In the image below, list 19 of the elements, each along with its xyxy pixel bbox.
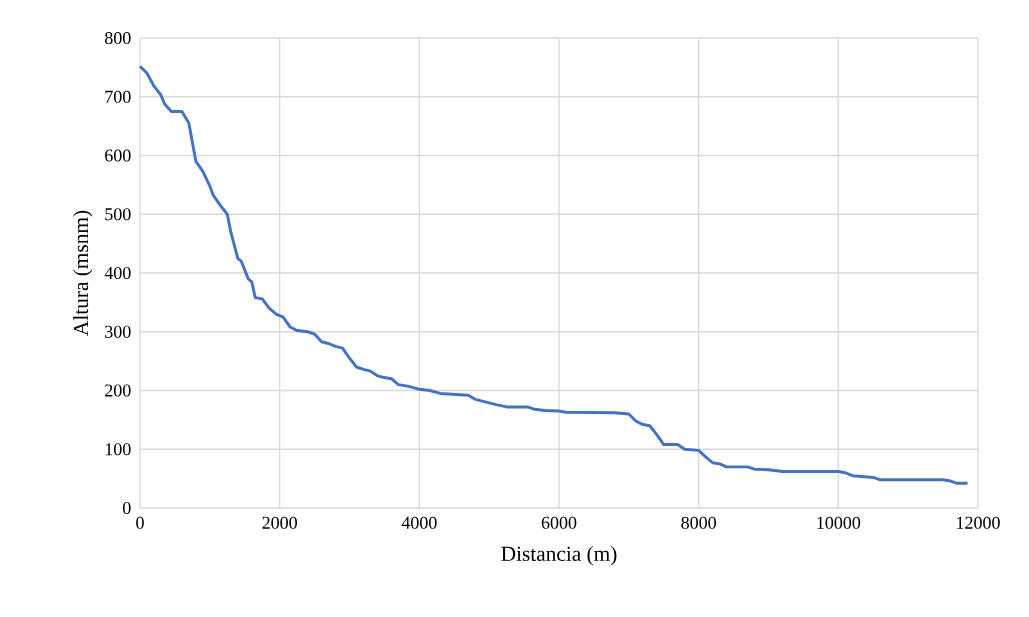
y-tick-label: 400 [104,266,131,280]
y-tick-label: 200 [105,384,131,397]
y-axis-title: Altura (msnm) [73,210,93,336]
y-tick-label: 800 [104,31,131,45]
y-tick-label: 100 [105,443,131,456]
line-series [138,64,969,485]
x-tick-label: 10000 [817,516,861,529]
y-tick-label: 700 [105,90,131,103]
y-tick-label: 300 [105,325,131,338]
x-tick-label: 6000 [541,516,577,529]
y-tick-label: 0 [122,501,131,515]
y-tick-label: 600 [105,149,131,162]
x-tick-label: 0 [136,516,144,529]
x-tick-label: 12000 [957,516,1000,529]
x-tick-label: 2000 [262,516,297,529]
y-tick-label: 500 [105,208,131,221]
x-axis-title: Distancia (m) [501,545,617,566]
x-tick-label: 8000 [681,516,716,529]
x-tick-label: 4000 [401,516,437,529]
